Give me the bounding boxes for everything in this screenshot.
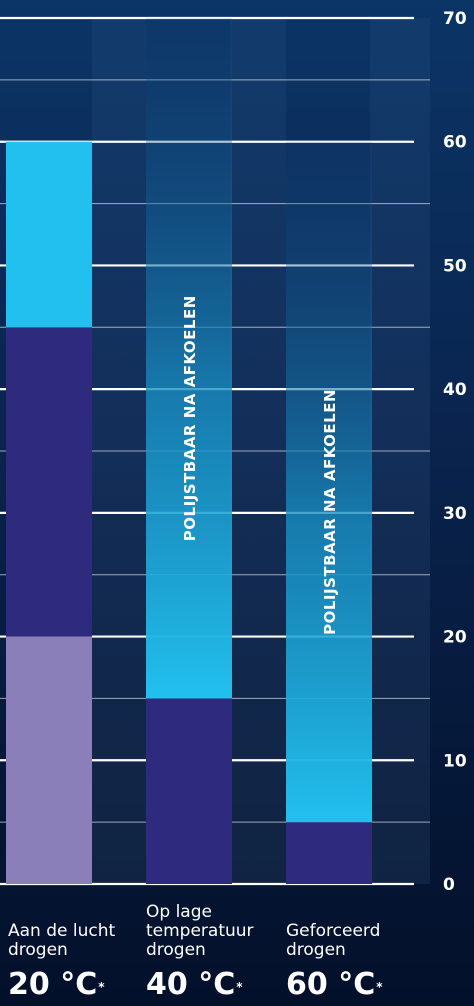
category-label-line: Op lage <box>146 902 212 922</box>
temperature-20: 20 °C* <box>8 967 105 1002</box>
category-label-line: drogen <box>286 940 346 960</box>
bar-segment <box>146 698 232 884</box>
temperature-60: 60 °C* <box>286 967 383 1002</box>
temperature-40: 40 °C* <box>146 967 243 1002</box>
y-tick-label: 60 <box>443 133 467 153</box>
category-label-forced: Geforceerd drogen <box>286 896 426 960</box>
bar-segment <box>6 141 92 328</box>
category-label-line: Geforceerd <box>286 921 381 941</box>
bar-segment <box>146 18 232 699</box>
y-tick-label: 40 <box>443 380 467 400</box>
category-label-air: Aan de lucht drogen <box>8 896 148 960</box>
bar-annotation: POLIJSTBAAR NA AFKOELEN <box>181 295 199 541</box>
category-label-line: temperatuur <box>146 921 254 941</box>
bar-segment <box>286 822 372 884</box>
category-label-low-temp: Op lage temperatuur drogen <box>146 896 286 960</box>
y-tick-label: 30 <box>443 504 467 524</box>
category-label-line: drogen <box>8 940 68 960</box>
y-tick-label: 70 <box>443 9 467 29</box>
category-label-line: drogen <box>146 940 206 960</box>
y-tick-label: 50 <box>443 256 467 276</box>
bar-segment <box>6 636 92 884</box>
bar-segment <box>6 327 92 637</box>
category-label-line: Aan de lucht <box>8 921 116 941</box>
bar-annotation: POLIJSTBAAR NA AFKOELEN <box>321 389 339 635</box>
y-tick-label: 10 <box>443 751 467 771</box>
y-tick-label: 0 <box>443 875 455 895</box>
y-tick-label: 20 <box>443 628 467 648</box>
bar-segment <box>286 141 372 823</box>
